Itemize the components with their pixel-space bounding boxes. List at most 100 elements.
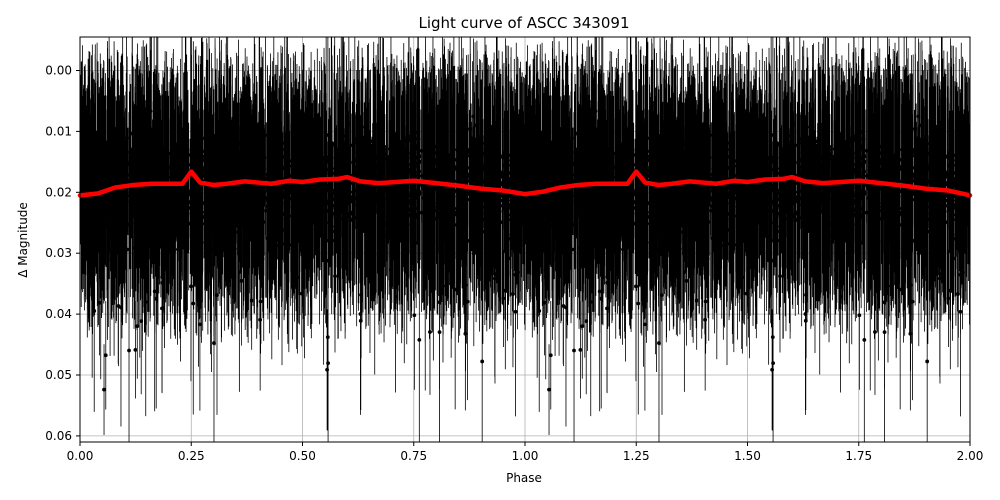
- observation-point: [652, 138, 656, 143]
- observation-point: [810, 166, 815, 171]
- observation-point: [949, 167, 953, 172]
- observation-point: [850, 156, 855, 160]
- observation-point: [826, 211, 831, 216]
- observation-point: [557, 147, 561, 152]
- observation-point: [840, 159, 844, 164]
- observation-point: [230, 233, 235, 237]
- observation-point: [356, 205, 361, 210]
- observation-point: [873, 330, 877, 334]
- observation-point: [684, 278, 689, 283]
- observation-point: [882, 150, 887, 155]
- observation-point: [238, 173, 243, 178]
- observation-point: [556, 178, 561, 183]
- observation-point: [826, 172, 831, 177]
- observation-point: [698, 156, 703, 161]
- observation-point: [185, 207, 190, 212]
- observation-point: [265, 172, 270, 177]
- observation-point: [804, 293, 808, 297]
- observation-point: [155, 223, 160, 227]
- observation-point: [933, 171, 938, 176]
- observation-point: [760, 168, 764, 173]
- observation-point: [377, 213, 382, 218]
- observation-point: [359, 188, 364, 193]
- observation-point: [476, 201, 481, 206]
- observation-point: [169, 168, 174, 173]
- observation-point: [801, 186, 806, 190]
- observation-point: [484, 153, 488, 158]
- observation-point: [703, 299, 708, 304]
- observation-point: [80, 152, 85, 157]
- observation-point: [258, 204, 263, 209]
- observation-point: [958, 232, 963, 237]
- observation-point: [239, 195, 244, 200]
- observation-point: [597, 135, 601, 140]
- observation-point: [904, 145, 909, 150]
- observation-point: [713, 195, 718, 200]
- observation-point: [714, 167, 719, 172]
- observation-point: [668, 209, 673, 214]
- observation-point: [310, 157, 315, 162]
- observation-point: [424, 227, 429, 231]
- observation-point: [960, 172, 965, 177]
- observation-point: [86, 161, 90, 166]
- observation-point: [649, 176, 654, 180]
- observation-point: [851, 137, 855, 142]
- observation-point: [786, 144, 791, 149]
- observation-point: [508, 176, 512, 181]
- observation-point: [314, 174, 319, 179]
- observation-point: [567, 201, 572, 206]
- observation-point: [679, 209, 683, 214]
- observation-point: [679, 203, 684, 208]
- observation-point: [727, 166, 732, 170]
- observation-point: [423, 273, 428, 277]
- observation-point: [136, 187, 140, 191]
- observation-point: [393, 294, 398, 299]
- observation-point: [913, 197, 917, 202]
- observation-point: [740, 154, 745, 159]
- observation-point: [437, 157, 441, 162]
- observation-point: [783, 188, 788, 193]
- observation-point: [269, 172, 274, 177]
- observation-point: [99, 211, 103, 215]
- observation-point: [280, 228, 285, 232]
- observation-point: [87, 273, 92, 277]
- observation-point: [276, 127, 280, 132]
- observation-point: [340, 135, 345, 140]
- observation-point: [793, 181, 798, 186]
- observation-point: [892, 198, 897, 203]
- observation-point: [422, 151, 427, 156]
- observation-point: [270, 229, 274, 234]
- observation-point: [81, 164, 86, 169]
- observation-point: [725, 241, 729, 246]
- observation-point: [471, 114, 476, 119]
- observation-point: [771, 361, 775, 366]
- observation-point: [885, 161, 890, 166]
- observation-point: [787, 188, 791, 192]
- observation-point: [398, 189, 403, 194]
- observation-point: [317, 134, 322, 139]
- observation-point: [401, 132, 406, 137]
- observation-point: [362, 229, 367, 234]
- observation-point: [486, 202, 490, 207]
- observation-point: [468, 127, 473, 131]
- observation-point: [699, 253, 704, 258]
- observation-point: [694, 165, 699, 170]
- observation-point: [420, 173, 425, 178]
- observation-point: [773, 185, 777, 190]
- observation-point: [573, 150, 577, 154]
- observation-point: [810, 157, 815, 162]
- observation-point: [237, 169, 241, 174]
- observation-point: [232, 155, 237, 160]
- observation-point: [811, 151, 816, 155]
- observation-point: [877, 216, 882, 221]
- observation-point: [277, 216, 282, 221]
- observation-point: [340, 194, 345, 199]
- observation-point: [342, 188, 346, 192]
- observation-point: [133, 168, 138, 173]
- observation-point: [620, 222, 625, 227]
- observation-point: [269, 257, 274, 262]
- observation-point: [398, 152, 403, 157]
- observation-point: [746, 154, 751, 159]
- observation-point: [509, 163, 513, 168]
- observation-point: [251, 205, 255, 210]
